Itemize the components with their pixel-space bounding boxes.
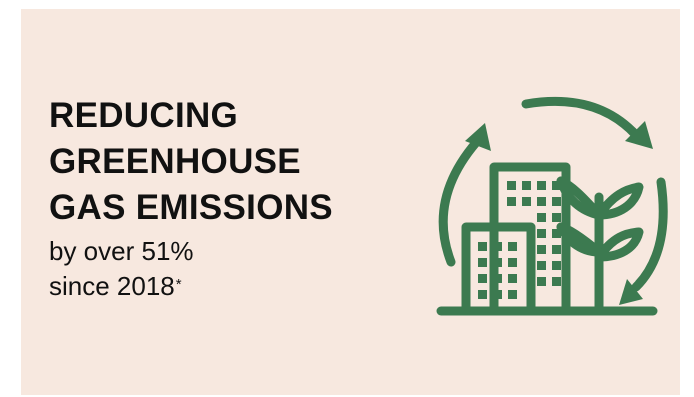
arrowhead-right <box>619 279 643 305</box>
leaf-right-top <box>594 182 644 220</box>
subline-line-2: since 2018* <box>49 269 194 304</box>
leaf-right-bottom <box>594 227 644 262</box>
cycle-arrow-right <box>631 177 668 292</box>
footnote-mark: * <box>175 276 182 293</box>
headline-line-3: GAS EMISSIONS <box>49 188 333 227</box>
arrowhead-top <box>625 121 653 149</box>
headline-line-2: GREENHOUSE <box>49 142 301 181</box>
headline: REDUCING GREENHOUSE GAS EMISSIONS <box>49 93 333 231</box>
cycle-arrow-left <box>438 132 486 267</box>
headline-line-1: REDUCING <box>49 96 239 135</box>
infographic-card: REDUCING GREENHOUSE GAS EMISSIONS by ove… <box>21 9 680 395</box>
sustainable-buildings-recycle-icon <box>436 96 668 316</box>
tall-building-windows <box>507 181 561 286</box>
leaf-left-bottom-outline <box>556 222 604 257</box>
leaf-left-top-outline <box>556 176 604 220</box>
short-building <box>461 222 536 314</box>
arrowhead-left <box>465 123 491 151</box>
subline-line-1: by over 51% <box>49 236 194 266</box>
subline: by over 51% since 2018* <box>49 234 194 304</box>
cycle-arrow-top <box>521 96 641 140</box>
subline-line-2-text: since 2018 <box>49 271 175 301</box>
short-building-windows <box>478 242 517 299</box>
